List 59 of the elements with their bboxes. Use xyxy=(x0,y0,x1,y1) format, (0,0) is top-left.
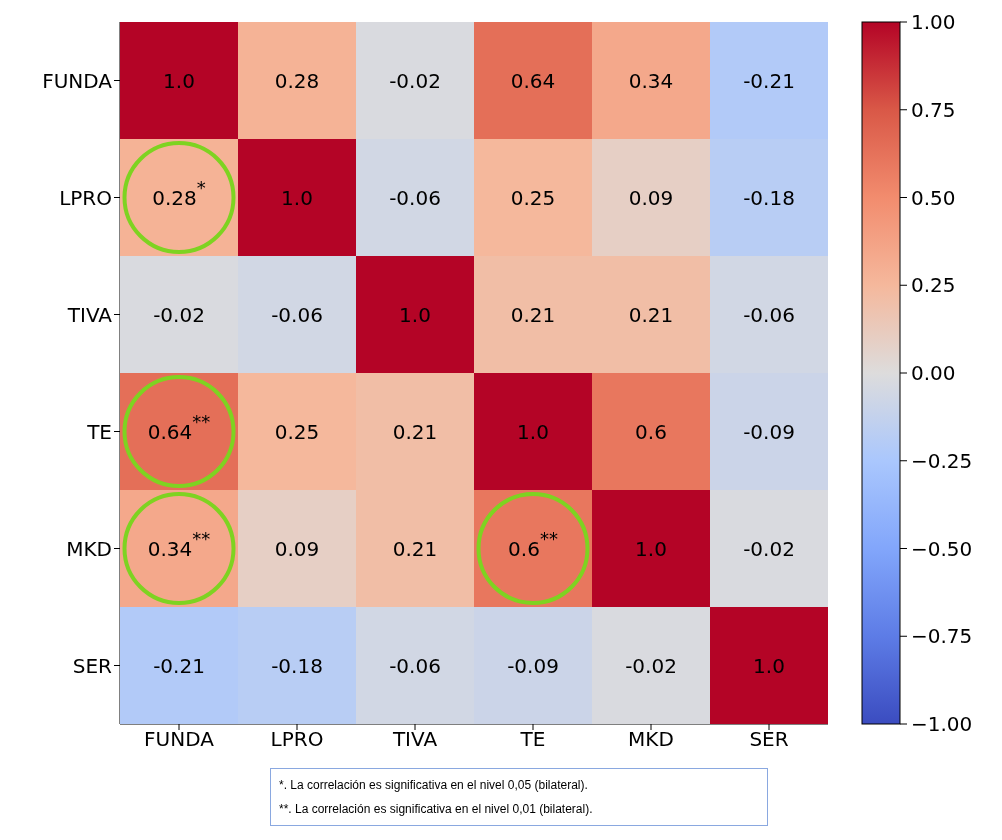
data-label: -0.18 xyxy=(271,653,323,678)
x-tick-label: FUNDA xyxy=(144,727,215,752)
data-label: -0.09 xyxy=(507,653,559,678)
color-bar-label: −0.25 xyxy=(911,448,973,473)
data-label: 1.0 xyxy=(163,68,195,93)
data-label: 1.0 xyxy=(281,185,313,210)
color-bar-label: 0.50 xyxy=(911,185,956,210)
data-label: 0.21 xyxy=(392,536,438,561)
text: *. La correlación es significativa en el nivel 0,05 (bilateral). xyxy=(279,777,589,794)
data-label: -0.09 xyxy=(743,419,795,444)
data-label: 1.0 xyxy=(753,653,785,678)
data-label: 0.09 xyxy=(274,536,320,561)
data-label: -0.02 xyxy=(743,536,795,561)
data-label: 0.21 xyxy=(628,302,674,327)
x-tick-label: TE xyxy=(519,727,546,752)
x-tick-label: MKD xyxy=(628,727,674,752)
data-label: -0.06 xyxy=(743,302,795,327)
color-bar-label: 1.00 xyxy=(911,10,956,34)
color-bar-label: 0.00 xyxy=(911,361,956,385)
data-label: 0.6$^{**}$ xyxy=(508,527,558,561)
data-label: -0.06 xyxy=(389,185,441,210)
text: **. La correlación es significativa en el nivel 0,01 (bilateral). xyxy=(279,801,594,818)
data-label: 0.34$^{**}$ xyxy=(147,527,211,561)
data-label: 0.25 xyxy=(274,419,320,444)
x-tick-label: TIVA xyxy=(391,727,438,752)
data-label: -0.02 xyxy=(389,68,441,93)
y-tick-label: MKD xyxy=(66,536,112,561)
y-tick-label: TIVA xyxy=(66,302,113,327)
color-bar-label: −0.50 xyxy=(911,536,973,561)
data-label: 0.21 xyxy=(510,302,556,327)
data-label: -0.02 xyxy=(153,302,205,327)
data-label: 0.6 xyxy=(635,419,667,444)
color-bar-label: 0.25 xyxy=(911,273,956,298)
data-label: 0.25 xyxy=(510,185,556,210)
data-label: 0.34 xyxy=(628,68,674,93)
data-label: -0.02 xyxy=(625,653,677,678)
data-label: -0.06 xyxy=(271,302,323,327)
data-label: 1.0 xyxy=(635,536,667,561)
data-label: 1.0 xyxy=(399,302,431,327)
y-tick-label: SER xyxy=(72,653,113,678)
y-tick-label: LPRO xyxy=(59,185,112,210)
x-tick-label: SER xyxy=(749,727,789,752)
data-label: 1.0 xyxy=(517,419,549,444)
data-label: 0.28 xyxy=(274,68,320,93)
data-label: -0.06 xyxy=(389,653,441,678)
color-bar-label: −0.75 xyxy=(911,624,973,649)
data-label: 0.28$^{*}$ xyxy=(152,176,206,210)
data-label: -0.21 xyxy=(153,653,205,678)
data-label: 0.09 xyxy=(628,185,674,210)
x-tick-label: LPRO xyxy=(270,727,324,752)
data-label: 0.21 xyxy=(392,419,438,444)
y-tick-label: FUNDA xyxy=(42,68,113,93)
y-tick-label: TE xyxy=(86,419,112,444)
data-label: -0.21 xyxy=(743,68,795,93)
data-label: -0.18 xyxy=(743,185,795,210)
data-label: 0.64 xyxy=(510,68,556,93)
data-label: 0.64$^{**}$ xyxy=(147,410,211,444)
color-bar-label: −1.00 xyxy=(911,712,973,736)
color-bar-label: 0.75 xyxy=(911,97,956,122)
